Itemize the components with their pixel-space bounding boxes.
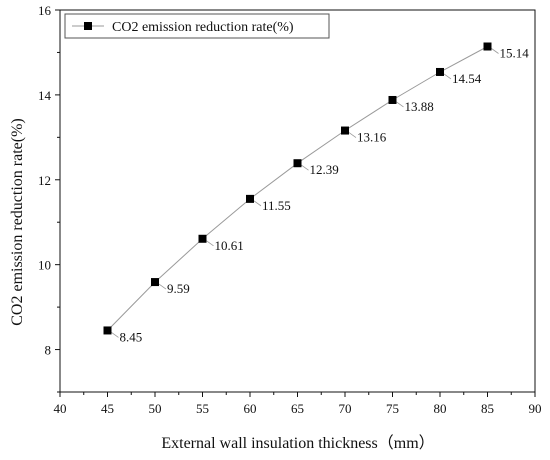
x-tick-label: 65 — [291, 401, 304, 416]
y-axis-title: CO2 emission reduction rate(%) — [9, 118, 26, 326]
data-labels: 8.45 9.59 10.61 11.55 12.39 13.16 13.88 14.54 15… — [120, 46, 530, 345]
x-tick-label: 45 — [101, 401, 114, 416]
x-tick-label: 85 — [481, 401, 494, 416]
legend: CO2 emission reduction rate(%) — [64, 13, 330, 39]
label-leader — [348, 132, 357, 138]
data-point — [341, 126, 349, 135]
x-tick-label: 40 — [54, 401, 67, 416]
y-tick-label: 8 — [45, 343, 52, 358]
data-point — [388, 95, 397, 104]
x-tick-label: 50 — [149, 401, 162, 416]
x-tick-label: 80 — [434, 401, 447, 416]
y-axis-ticks: 8 10 12 14 16 — [38, 3, 60, 393]
data-label: 13.16 — [357, 130, 387, 145]
data-point — [151, 278, 159, 287]
y-tick-label: 14 — [38, 88, 52, 103]
data-point — [198, 234, 207, 243]
x-axis-title: External wall insulation thickness（mm） — [161, 434, 434, 452]
label-leader-lines — [111, 48, 499, 338]
label-leader — [443, 73, 452, 80]
x-tick-label: 75 — [386, 401, 399, 416]
label-leader — [301, 164, 309, 171]
label-leader — [158, 283, 167, 290]
data-label: 9.59 — [167, 281, 190, 296]
y-tick-label: 12 — [38, 173, 51, 188]
x-tick-label: 60 — [244, 401, 257, 416]
data-label: 12.39 — [310, 162, 339, 177]
data-label: 15.14 — [500, 46, 530, 61]
label-leader — [253, 200, 262, 207]
label-leader — [111, 332, 119, 338]
y-tick-label: 16 — [38, 3, 52, 18]
data-point — [483, 42, 492, 51]
label-leader — [396, 101, 404, 108]
x-tick-label: 70 — [339, 401, 352, 416]
data-markers — [103, 42, 492, 335]
data-point — [293, 159, 302, 168]
x-tick-label: 90 — [529, 401, 542, 416]
legend-marker — [84, 22, 92, 30]
data-point — [436, 67, 444, 76]
x-axis-ticks: 40 45 50 55 60 65 70 75 80 85 90 — [54, 392, 542, 416]
legend-label: CO2 emission reduction rate(%) — [112, 20, 294, 35]
x-tick-label: 55 — [196, 401, 209, 416]
data-label: 11.55 — [262, 198, 291, 213]
y-tick-label: 10 — [38, 258, 51, 273]
data-label: 14.54 — [452, 71, 482, 86]
data-label: 8.45 — [120, 329, 143, 344]
data-point — [103, 326, 112, 335]
data-label: 10.61 — [215, 238, 244, 253]
label-leader — [491, 48, 499, 54]
legend-box — [64, 13, 330, 39]
data-label: 13.88 — [405, 99, 434, 114]
data-point — [246, 194, 254, 203]
label-leader — [206, 240, 214, 247]
